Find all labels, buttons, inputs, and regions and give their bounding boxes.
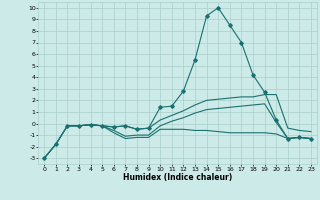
X-axis label: Humidex (Indice chaleur): Humidex (Indice chaleur) [123, 173, 232, 182]
